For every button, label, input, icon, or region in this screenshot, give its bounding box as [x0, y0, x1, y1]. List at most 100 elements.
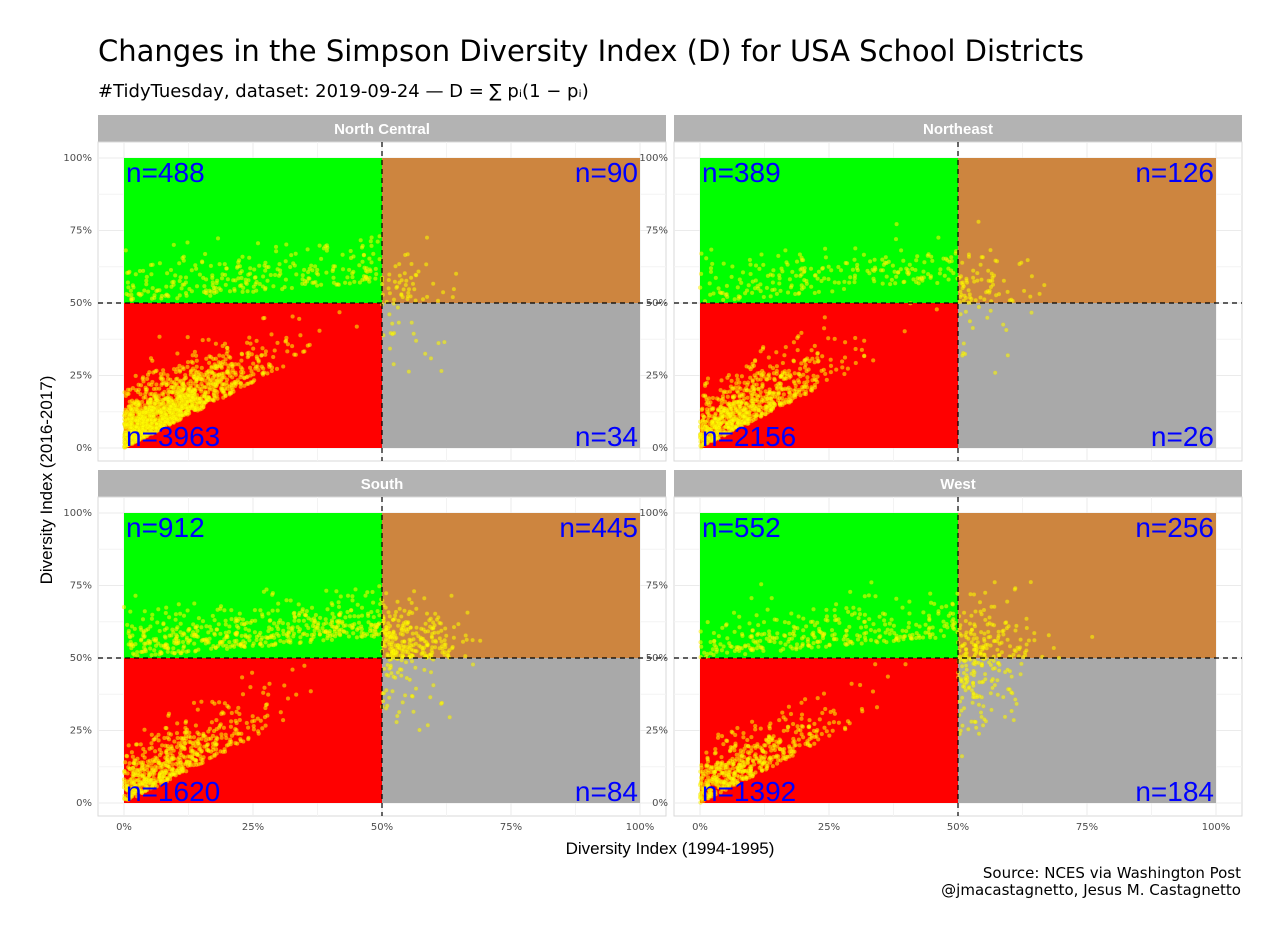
data-point [218, 360, 223, 366]
data-point [707, 281, 712, 286]
data-point [223, 357, 228, 362]
data-point [982, 297, 987, 302]
data-point [815, 695, 820, 701]
data-point [989, 271, 994, 276]
data-point [405, 294, 411, 299]
data-point [125, 407, 131, 413]
data-point [245, 351, 250, 356]
data-point [976, 219, 981, 225]
data-point [232, 638, 237, 644]
data-point [406, 626, 411, 632]
data-point [386, 695, 392, 700]
data-point [903, 628, 909, 634]
data-point [970, 268, 976, 273]
data-point [149, 732, 155, 738]
data-point [129, 297, 134, 302]
data-point [759, 411, 764, 417]
data-point [386, 286, 391, 291]
data-point [271, 633, 276, 638]
subtitle-text: #TidyTuesday, dataset: 2019-09-24 — [98, 81, 449, 102]
data-point [821, 691, 827, 696]
data-point [251, 723, 256, 729]
data-point [397, 273, 403, 278]
data-point [414, 606, 419, 612]
data-point [191, 700, 197, 706]
data-point [127, 387, 133, 393]
data-point [759, 252, 764, 257]
data-point [292, 263, 298, 268]
data-point [247, 335, 252, 340]
data-point [892, 281, 898, 286]
y-tick-label: 0% [652, 443, 668, 454]
data-point [754, 756, 759, 762]
data-point [752, 723, 758, 729]
data-point [361, 252, 367, 258]
data-point [760, 346, 766, 352]
data-point [812, 721, 817, 727]
data-point [137, 767, 142, 773]
count-label-top-right: n=90 [575, 157, 638, 188]
data-point [414, 625, 419, 630]
data-point [124, 753, 129, 759]
data-point [808, 266, 814, 272]
data-point [801, 372, 806, 378]
data-point [883, 254, 889, 260]
data-point [726, 641, 732, 646]
data-point [822, 246, 828, 251]
data-point [227, 639, 232, 645]
data-point [413, 298, 418, 303]
data-point [130, 643, 136, 649]
data-point [787, 749, 792, 754]
data-point [428, 356, 434, 361]
data-point [352, 613, 357, 619]
data-point [158, 649, 163, 655]
data-point [188, 368, 194, 373]
data-point [260, 345, 265, 351]
data-point [347, 623, 353, 628]
data-point [143, 628, 149, 633]
chart-subtitle: #TidyTuesday, dataset: 2019-09-24 — D = … [98, 81, 589, 102]
data-point [302, 663, 307, 668]
data-point [252, 607, 258, 613]
data-point [430, 281, 436, 286]
data-point [268, 272, 274, 278]
data-point [140, 760, 146, 765]
count-label-bottom-left: n=1620 [126, 776, 220, 807]
data-point [842, 371, 847, 377]
data-point [260, 370, 266, 376]
data-point [906, 625, 911, 630]
data-point [396, 261, 402, 267]
data-point [317, 615, 323, 621]
data-point [201, 731, 206, 737]
data-point [169, 755, 175, 761]
data-point [225, 370, 231, 376]
data-point [817, 639, 823, 644]
data-point [155, 620, 160, 625]
data-point [363, 593, 368, 598]
data-point [135, 653, 140, 659]
data-point [440, 290, 446, 295]
data-point [313, 279, 318, 285]
data-point [239, 633, 244, 639]
data-point [226, 363, 231, 368]
data-point [846, 280, 852, 285]
data-point [220, 382, 226, 387]
data-point [403, 649, 409, 655]
data-point [748, 262, 753, 267]
data-point [767, 726, 773, 731]
data-point [872, 257, 877, 263]
data-point [850, 641, 855, 646]
data-point [358, 633, 364, 639]
data-point [704, 401, 709, 407]
data-point [173, 611, 179, 617]
data-point [148, 392, 153, 397]
data-point [1037, 291, 1042, 297]
data-point [128, 412, 134, 418]
data-point [245, 354, 251, 360]
data-point [815, 355, 820, 361]
data-point [246, 277, 251, 283]
data-point [163, 610, 169, 616]
data-point [179, 650, 184, 656]
data-point [383, 706, 389, 711]
